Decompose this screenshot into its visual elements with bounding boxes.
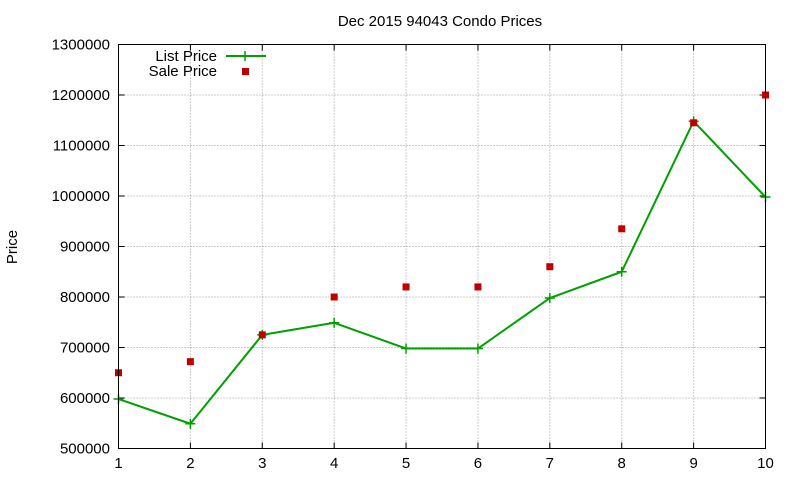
y-tick-labels: 500000 600000 700000 800000 900000 1000000 110… [52,37,110,458]
list-price-point [401,343,412,354]
sale-price-point [474,283,482,291]
sale-price-point [402,283,410,291]
y-tick-label: 1200000 [52,87,110,104]
x-tick-label: 6 [474,455,482,472]
y-tick-label: 600000 [60,390,110,407]
x-tick-label: 3 [258,455,266,472]
list-price-point [472,343,483,354]
y-tick-label: 700000 [60,340,110,357]
legend-label-list-price: List Price [155,48,217,65]
x-tick-label: 9 [689,455,697,472]
y-axis-label: Price [4,230,21,264]
legend-marker-sale-price [242,68,249,75]
list-price-point [185,418,196,429]
y-tick-label: 1300000 [52,37,110,54]
sale-price-point [330,293,338,301]
y-tick-label: 800000 [60,289,110,306]
sale-price-point [258,331,266,339]
list-price-point [329,317,340,328]
x-tick-label: 7 [546,455,554,472]
sale-price-point [186,358,194,366]
y-tick-label: 1100000 [53,138,110,155]
sale-price-point [546,263,554,271]
chart-title: Dec 2015 94043 Condo Prices [338,13,542,30]
sale-price-point [690,119,698,127]
plot-frame [118,44,766,449]
list-price-line [118,120,767,425]
grid-lines [118,44,766,449]
x-tick-label: 1 [114,455,122,472]
x-tick-labels: 1 2 3 4 5 6 7 8 9 10 [114,455,774,472]
series-layer [113,91,771,429]
sale-price-point [618,225,626,233]
list-price-point [616,266,627,277]
x-tick-label: 8 [618,455,626,472]
list-price-point [544,293,555,304]
x-tick-label: 5 [402,455,410,472]
y-tick-label: 900000 [60,239,110,256]
legend-label-sale-price: Sale Price [149,63,217,80]
x-tick-label: 4 [330,455,338,472]
x-tick-label: 10 [757,455,774,472]
legend: List Price Sale Price [149,48,266,80]
y-tick-label: 1000000 [52,188,110,205]
y-tick-label: 500000 [60,441,110,458]
x-tick-label: 2 [186,455,194,472]
